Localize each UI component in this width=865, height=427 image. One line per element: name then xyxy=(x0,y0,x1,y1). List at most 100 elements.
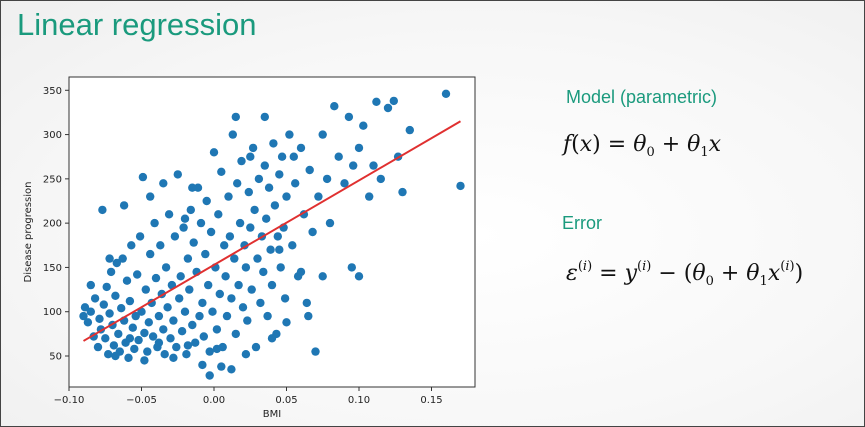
data-point xyxy=(106,267,116,277)
data-point xyxy=(269,139,278,148)
data-point xyxy=(186,205,195,215)
data-point xyxy=(170,232,180,241)
data-point xyxy=(122,276,132,285)
data-point xyxy=(169,353,178,362)
y-tick-label: 100 xyxy=(43,307,62,318)
data-point xyxy=(131,311,140,321)
data-point xyxy=(105,254,114,263)
data-point xyxy=(204,280,213,290)
data-point xyxy=(325,218,335,228)
data-point xyxy=(308,227,317,237)
data-point xyxy=(344,112,354,122)
data-point xyxy=(263,311,272,321)
data-point xyxy=(128,323,137,332)
data-point xyxy=(311,347,320,356)
data-point xyxy=(146,192,155,201)
data-point xyxy=(201,249,210,259)
data-point xyxy=(114,329,123,339)
data-point xyxy=(124,353,133,362)
data-point xyxy=(250,205,259,215)
data-point xyxy=(275,245,284,254)
data-point xyxy=(365,192,374,201)
data-point xyxy=(354,143,364,153)
data-point xyxy=(304,311,313,321)
x-tick-label: −0.05 xyxy=(126,395,157,406)
data-point xyxy=(198,298,207,308)
data-point xyxy=(369,161,378,170)
data-point xyxy=(90,294,100,303)
data-point xyxy=(248,143,258,153)
data-point xyxy=(322,174,332,184)
data-point xyxy=(318,130,327,139)
data-point xyxy=(86,307,96,316)
data-point xyxy=(173,170,182,179)
data-point xyxy=(118,254,127,263)
data-point xyxy=(95,314,104,323)
data-point xyxy=(180,214,190,223)
data-point xyxy=(251,342,261,352)
data-point xyxy=(267,280,277,290)
data-point xyxy=(383,103,393,113)
data-point xyxy=(177,327,187,336)
data-point xyxy=(241,350,251,359)
data-point xyxy=(150,218,159,228)
data-point xyxy=(296,267,306,277)
data-point xyxy=(161,263,171,272)
data-point xyxy=(238,303,248,312)
data-point xyxy=(141,285,150,294)
data-point xyxy=(159,179,168,188)
data-point xyxy=(441,89,451,99)
y-tick-label: 350 xyxy=(43,86,62,97)
data-point xyxy=(228,130,237,139)
data-point xyxy=(138,172,148,182)
scatter-chart: 50 100 150 200 250 300 350 −0.10 −0.05 0.00 0.05 0… xyxy=(23,76,476,420)
data-point xyxy=(214,210,223,219)
data-point xyxy=(359,121,368,130)
data-point xyxy=(302,298,311,308)
data-point xyxy=(140,356,149,365)
data-point xyxy=(212,344,222,354)
data-point xyxy=(143,347,152,356)
data-point xyxy=(86,280,96,290)
data-point xyxy=(195,311,204,321)
data-point xyxy=(146,249,155,259)
data-point xyxy=(212,325,222,334)
data-point xyxy=(185,285,194,294)
y-tick-label: 250 xyxy=(43,174,62,185)
data-point xyxy=(205,371,214,380)
data-point xyxy=(233,179,242,188)
y-tick-label: 200 xyxy=(43,219,62,230)
data-point xyxy=(354,272,364,281)
slide-title: Linear regression xyxy=(17,7,257,42)
data-point xyxy=(140,328,149,338)
data-point xyxy=(372,97,381,107)
data-point xyxy=(183,341,193,350)
data-point xyxy=(127,241,136,250)
data-point xyxy=(347,263,356,272)
data-point xyxy=(104,350,113,359)
data-point xyxy=(102,282,111,292)
data-point xyxy=(246,223,255,232)
data-point xyxy=(188,183,197,192)
data-point xyxy=(260,161,269,170)
data-point xyxy=(148,332,158,341)
model-label: Model (parametric) xyxy=(566,87,718,107)
data-point xyxy=(253,254,262,263)
data-point xyxy=(291,179,300,188)
data-point xyxy=(282,318,291,327)
data-point xyxy=(105,309,114,318)
data-point xyxy=(176,272,185,281)
data-point xyxy=(180,307,190,316)
data-point xyxy=(224,192,233,201)
data-point xyxy=(196,218,206,228)
data-point xyxy=(247,285,256,294)
scatter-chart-container: 50 100 150 200 250 300 350 −0.10 −0.05 0.00 0.05 0… xyxy=(1,1,481,426)
data-point xyxy=(254,174,264,184)
data-point xyxy=(175,294,184,303)
y-tick-label: 150 xyxy=(43,263,62,274)
data-point xyxy=(256,298,265,308)
data-point xyxy=(398,187,407,197)
data-point xyxy=(334,152,343,161)
data-point xyxy=(93,342,103,352)
data-point xyxy=(137,307,146,316)
